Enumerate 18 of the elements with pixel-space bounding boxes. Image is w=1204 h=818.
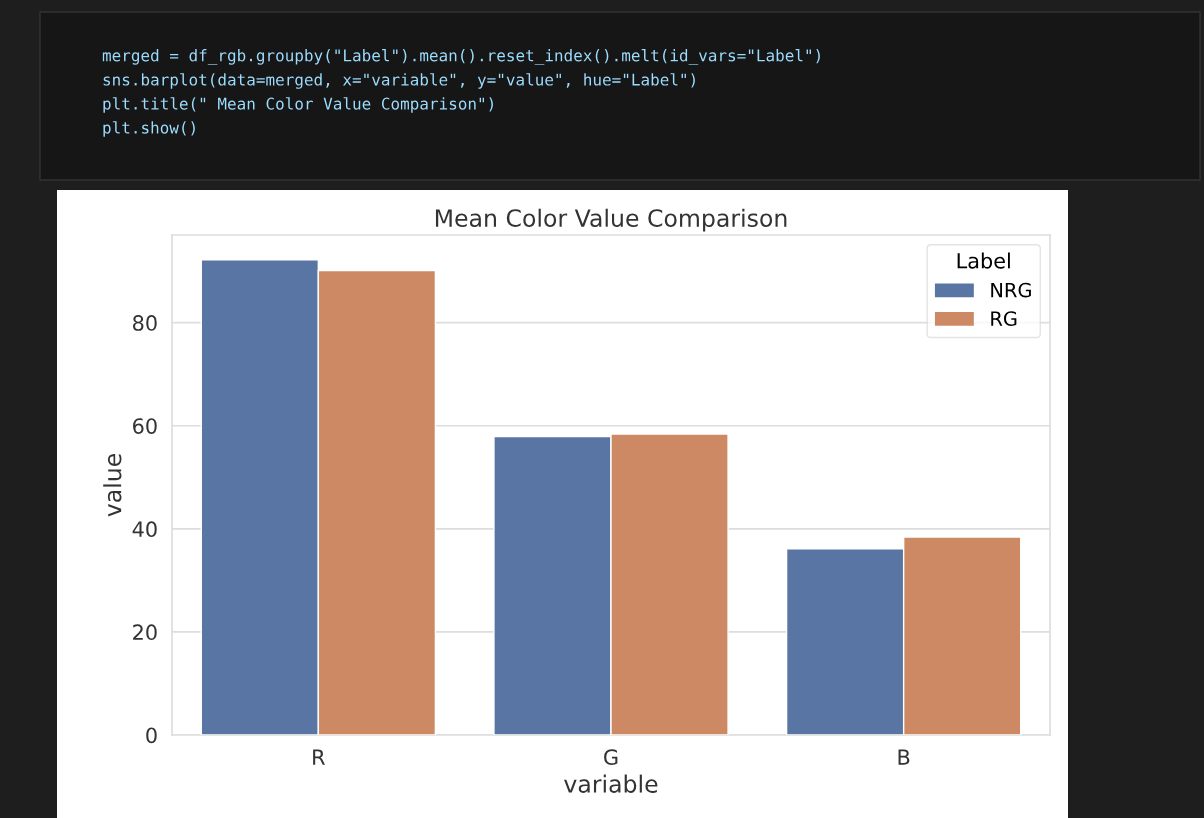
y-axis-title: value — [103, 454, 122, 517]
x-tick-label: G — [604, 749, 618, 766]
legend-title: Label — [957, 252, 1010, 269]
text: sns.barplot(data=merged, x="variable", y="value", hue="Label") — [103, 73, 695, 89]
legend-label: NRG — [991, 282, 1031, 298]
text: plt.show() — [103, 121, 195, 137]
y-tick-label: 60 — [133, 418, 157, 434]
text: plt.title(" Mean Color Value Comparison") — [103, 97, 493, 113]
x-axis-title: variable — [564, 774, 658, 793]
y-tick-label: 0 — [146, 727, 157, 744]
x-tick-label: R — [313, 749, 325, 765]
y-tick-label: 80 — [133, 315, 157, 331]
legend-label: RG — [991, 311, 1017, 326]
chart-title: Mean Color Value Comparison — [435, 208, 787, 232]
y-tick-label: 20 — [133, 624, 157, 641]
x-tick-label: B — [898, 749, 910, 765]
text: merged = df_rgb.groupby("Label").mean().reset_index().melt(id_vars="Label") — [102, 49, 820, 65]
y-tick-label: 40 — [132, 521, 157, 538]
